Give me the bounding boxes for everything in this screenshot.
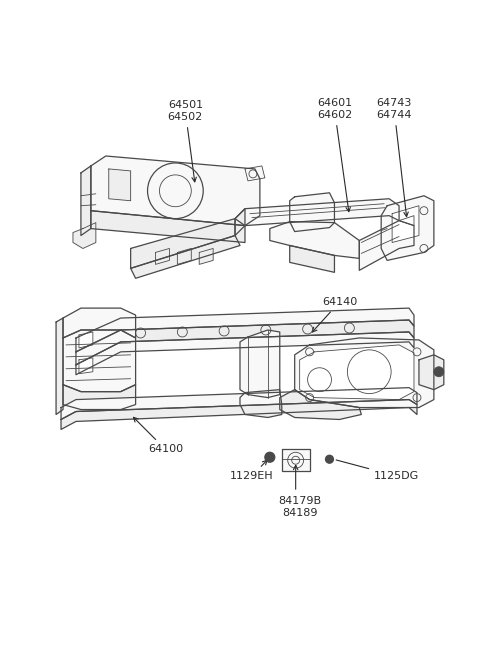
Polygon shape bbox=[56, 318, 63, 415]
Circle shape bbox=[265, 452, 275, 462]
Text: 64100: 64100 bbox=[133, 417, 183, 455]
Polygon shape bbox=[178, 248, 192, 265]
Polygon shape bbox=[360, 221, 414, 271]
Polygon shape bbox=[199, 248, 213, 265]
Polygon shape bbox=[61, 388, 417, 419]
Text: 1129EH: 1129EH bbox=[230, 460, 274, 481]
Polygon shape bbox=[240, 330, 280, 398]
Polygon shape bbox=[79, 332, 93, 348]
Polygon shape bbox=[419, 355, 444, 390]
Text: 64601
64602: 64601 64602 bbox=[317, 98, 352, 212]
Polygon shape bbox=[280, 390, 361, 419]
Polygon shape bbox=[79, 358, 93, 374]
Polygon shape bbox=[290, 193, 335, 232]
Polygon shape bbox=[76, 308, 414, 352]
Polygon shape bbox=[131, 236, 240, 278]
Polygon shape bbox=[131, 219, 235, 269]
Polygon shape bbox=[91, 156, 260, 225]
Text: 1125DG: 1125DG bbox=[336, 460, 420, 481]
Polygon shape bbox=[63, 384, 136, 409]
Polygon shape bbox=[381, 196, 434, 261]
Text: 84179B
84189: 84179B 84189 bbox=[278, 496, 321, 517]
Polygon shape bbox=[81, 166, 91, 236]
Polygon shape bbox=[392, 206, 419, 242]
Polygon shape bbox=[235, 198, 399, 225]
Polygon shape bbox=[240, 390, 282, 417]
Polygon shape bbox=[290, 246, 335, 272]
Polygon shape bbox=[73, 223, 96, 248]
Polygon shape bbox=[76, 320, 414, 365]
Polygon shape bbox=[399, 215, 414, 225]
Polygon shape bbox=[282, 449, 310, 471]
Polygon shape bbox=[156, 248, 169, 265]
Polygon shape bbox=[76, 332, 414, 375]
Polygon shape bbox=[270, 221, 360, 259]
Text: 64140: 64140 bbox=[312, 297, 357, 332]
Text: 64501
64502: 64501 64502 bbox=[168, 100, 203, 182]
Polygon shape bbox=[91, 211, 245, 242]
Polygon shape bbox=[63, 308, 136, 338]
Text: 64743
64744: 64743 64744 bbox=[376, 98, 412, 217]
Polygon shape bbox=[61, 400, 417, 430]
Circle shape bbox=[434, 367, 444, 377]
Circle shape bbox=[325, 455, 334, 463]
Polygon shape bbox=[109, 169, 131, 200]
Polygon shape bbox=[235, 209, 245, 236]
Polygon shape bbox=[300, 345, 414, 400]
Polygon shape bbox=[295, 338, 434, 407]
Polygon shape bbox=[245, 166, 265, 181]
Polygon shape bbox=[63, 330, 136, 392]
